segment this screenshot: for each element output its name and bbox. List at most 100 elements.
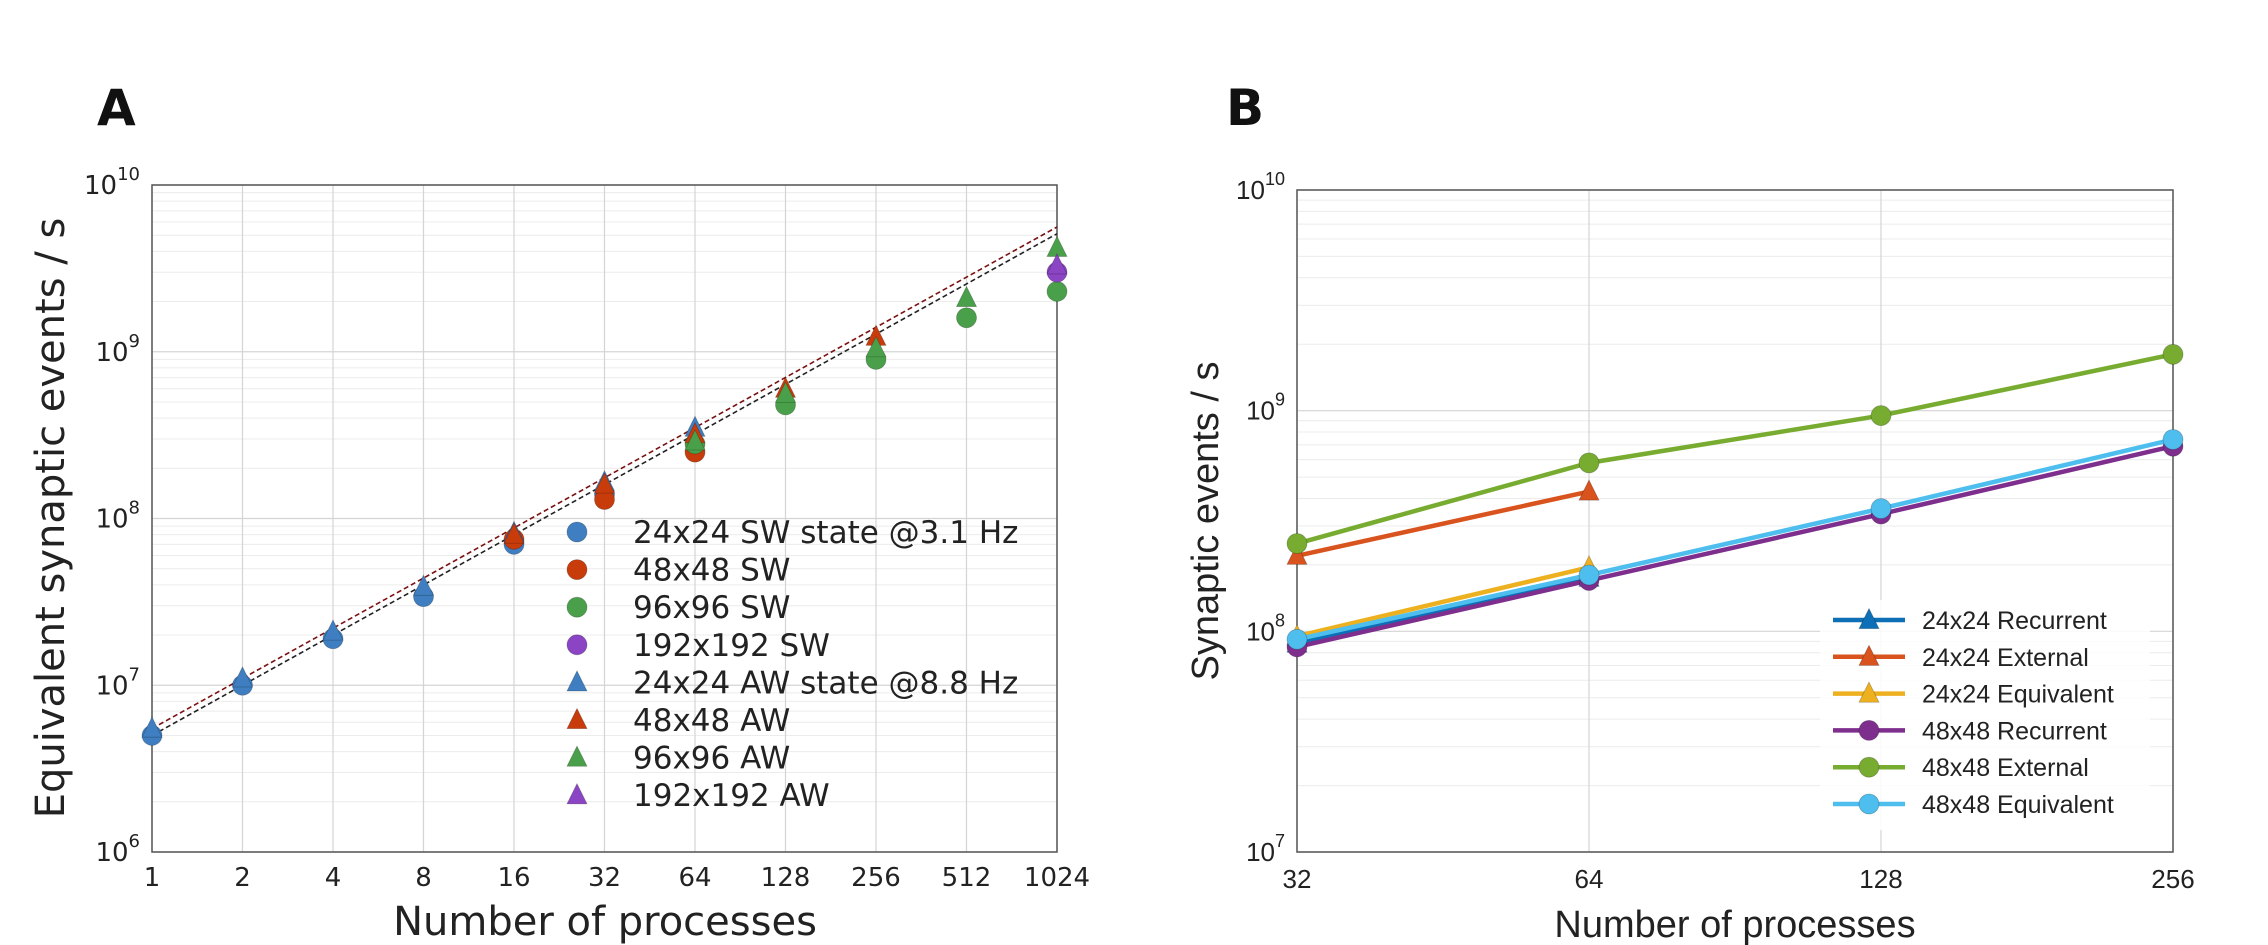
data-point <box>1578 564 1600 586</box>
legend-marker <box>1858 756 1880 778</box>
legend-label: 24x24 SW state @3.1 Hz <box>633 515 1018 551</box>
y-tick-exponent: 10 <box>117 164 140 185</box>
x-tick-label: 4 <box>325 863 342 893</box>
legend-marker <box>1858 720 1880 741</box>
chart-b-legend: 24x24 Recurrent 24x24 External 24x24 Equiv… <box>1820 600 2150 830</box>
data-point <box>684 428 706 451</box>
data-point <box>1578 479 1600 501</box>
legend-label: 24x24 External <box>1922 644 2089 672</box>
legend-marker <box>1858 793 1880 815</box>
series-line <box>1296 565 1590 639</box>
data-point <box>503 522 525 544</box>
series-24x24-external <box>1286 479 1600 565</box>
legend-item-24x24-sw-state-3-1-hz: 24x24 SW state @3.1 Hz <box>566 515 1018 551</box>
x-tick-label: 256 <box>851 863 901 893</box>
legend-marker <box>566 634 588 656</box>
legend-marker <box>566 782 588 805</box>
chart-a-frame <box>151 184 1058 853</box>
data-point <box>865 335 887 358</box>
series-96x96-aw <box>684 235 1068 451</box>
x-tick-label: 32 <box>1283 864 1312 894</box>
legend-label: 48x48 Equivalent <box>1922 791 2114 819</box>
legend-label: 24x24 Recurrent <box>1922 607 2107 635</box>
legend-marker <box>566 521 588 543</box>
data-point <box>2162 343 2184 365</box>
legend-label: 48x48 AW <box>633 703 790 739</box>
legend-item-48x48-aw: 48x48 AW <box>566 703 790 739</box>
data-point <box>141 716 163 738</box>
y-tick-exponent: 8 <box>1275 610 1285 630</box>
data-point <box>1286 543 1308 565</box>
series-24x24-sw-state-3-1-hz <box>141 483 615 746</box>
y-tick-exponent: 9 <box>129 331 140 352</box>
data-point <box>1870 498 1892 519</box>
x-tick-label: 64 <box>1575 864 1604 894</box>
legend-marker <box>566 670 588 692</box>
x-tick-label: 2 <box>234 863 251 893</box>
legend-item-48x48-external: 48x48 External <box>1833 754 2089 782</box>
x-tick-label: 128 <box>1859 864 1902 894</box>
x-tick-label: 256 <box>2151 864 2194 894</box>
data-point <box>231 665 254 688</box>
y-tick-label: 109 <box>1246 390 1285 426</box>
legend-marker <box>1858 607 1880 630</box>
data-point <box>1870 405 1892 426</box>
y-tick-exponent: 7 <box>129 664 140 685</box>
data-point <box>1578 452 1600 474</box>
legend-marker <box>1858 681 1880 703</box>
legend-label: 192x192 AW <box>633 778 830 814</box>
panel-b-label: B <box>1226 79 1264 137</box>
chart-b-ylabel: Synaptic events / s <box>1185 362 1227 681</box>
y-tick-label: 108 <box>95 498 140 535</box>
legend-marker <box>566 596 588 618</box>
reference-line <box>151 226 1058 730</box>
legend-marker <box>566 559 588 580</box>
data-point <box>956 307 977 329</box>
legend-item-24x24-recurrent: 24x24 Recurrent <box>1833 607 2107 635</box>
legend-item-96x96-aw: 96x96 AW <box>566 741 790 777</box>
series-48x48-equivalent <box>1286 429 2184 650</box>
y-tick-label: 107 <box>1246 831 1285 867</box>
legend-marker <box>566 707 588 730</box>
series-line <box>1296 437 2174 642</box>
legend-item-192x192-sw: 192x192 SW <box>566 628 830 664</box>
series-line <box>1296 575 1590 646</box>
legend-label: 24x24 Equivalent <box>1922 681 2114 709</box>
legend-label: 96x96 AW <box>633 741 790 777</box>
data-point <box>412 574 435 596</box>
legend-item-48x48-recurrent: 48x48 Recurrent <box>1833 717 2107 745</box>
y-tick-exponent: 10 <box>1265 169 1285 189</box>
series-line <box>1296 444 2174 650</box>
legend-marker <box>566 745 588 767</box>
data-point <box>1286 628 1308 650</box>
y-tick-label: 1010 <box>84 164 140 201</box>
y-tick-exponent: 7 <box>1275 831 1285 851</box>
y-tick-label: 109 <box>95 331 140 368</box>
y-tick-exponent: 9 <box>1275 390 1285 410</box>
series-48x48-external <box>1286 343 2184 554</box>
x-tick-label: 8 <box>415 863 432 893</box>
x-tick-label: 128 <box>761 863 811 893</box>
legend-item-24x24-external: 24x24 External <box>1833 644 2089 672</box>
data-point <box>955 285 978 308</box>
legend-label: 24x24 AW state @8.8 Hz <box>633 665 1018 701</box>
reference-line <box>151 233 1058 737</box>
x-tick-label: 16 <box>497 863 530 893</box>
legend-label: 96x96 SW <box>633 590 790 626</box>
series-line <box>1296 489 1590 558</box>
legend-item-96x96-sw: 96x96 SW <box>566 590 790 626</box>
legend-label: 192x192 SW <box>633 628 830 664</box>
series-line <box>1296 352 2174 546</box>
x-tick-label: 64 <box>678 863 711 893</box>
data-point <box>322 619 344 641</box>
data-point <box>593 472 616 494</box>
series-192x192-aw <box>1046 252 1068 275</box>
legend-label: 48x48 External <box>1922 754 2089 782</box>
legend-item-48x48-equivalent: 48x48 Equivalent <box>1833 791 2114 819</box>
y-tick-label: 107 <box>95 664 140 701</box>
